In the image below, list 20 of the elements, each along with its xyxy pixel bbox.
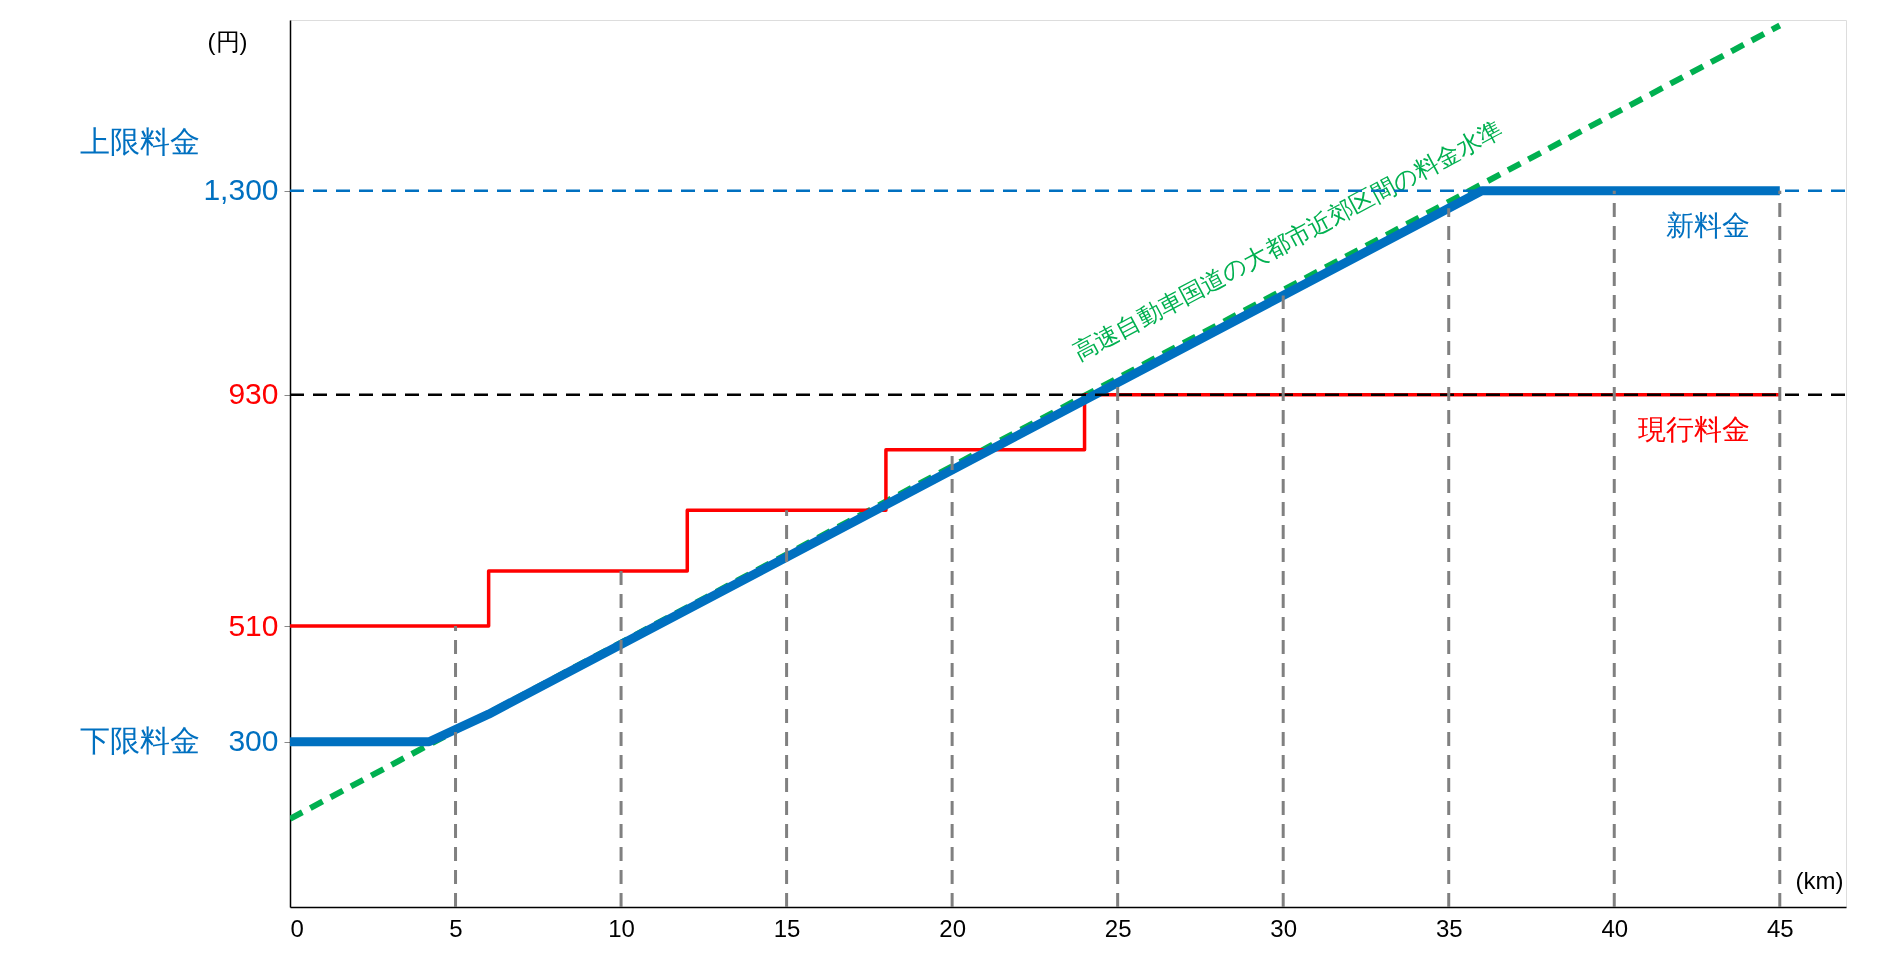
- x-tick-label: 20: [939, 914, 966, 942]
- y-tick-label: 930: [228, 377, 279, 411]
- text: 下限料金: [80, 723, 200, 757]
- series-label: 新料金: [1665, 209, 1750, 241]
- x-tick-label: 0: [290, 914, 304, 942]
- x-tick-label: 5: [449, 914, 463, 942]
- y-tick-label: 300: [228, 724, 279, 758]
- x-axis-title: (km): [1795, 866, 1844, 894]
- x-tick-label: 35: [1435, 914, 1463, 942]
- x-tick-label: 10: [608, 914, 635, 942]
- y-tick-label: 510: [228, 608, 279, 642]
- x-tick-label: 45: [1766, 914, 1794, 942]
- series-label: 現行料金: [1637, 413, 1750, 445]
- x-tick-label: 25: [1104, 914, 1132, 942]
- y-axis-title: (円): [207, 27, 248, 55]
- text: 上限料金: [80, 124, 200, 158]
- x-tick-label: 30: [1270, 914, 1298, 942]
- x-tick-label: 15: [773, 914, 801, 942]
- x-tick-label: 40: [1601, 914, 1629, 942]
- y-tick-label: 1,300: [203, 173, 279, 207]
